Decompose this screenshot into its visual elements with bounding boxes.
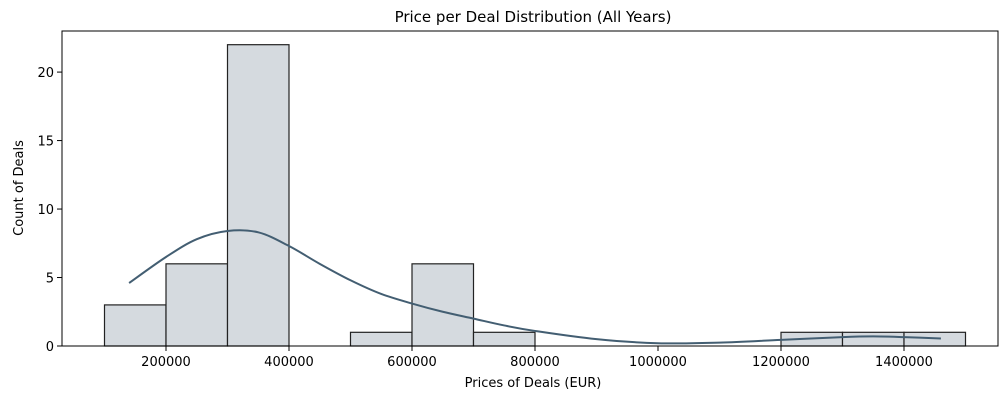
x-tick-label-5: 1200000 bbox=[752, 355, 810, 370]
x-tick-label-6: 1400000 bbox=[875, 355, 933, 370]
kde-layer bbox=[128, 229, 941, 345]
kde-curve bbox=[128, 229, 941, 345]
histogram-bar-2 bbox=[226, 44, 290, 347]
chart-title: Price per Deal Distribution (All Years) bbox=[395, 8, 672, 26]
y-tick-label-1: 5 bbox=[46, 272, 54, 287]
histogram-bar-1 bbox=[165, 263, 229, 347]
axes-layer bbox=[61, 30, 999, 347]
y-tick-label-0: 0 bbox=[46, 340, 54, 355]
histogram-bar-7 bbox=[841, 331, 905, 347]
y-tick-label-3: 15 bbox=[37, 135, 54, 150]
x-axis-label: Prices of Deals (EUR) bbox=[465, 376, 602, 391]
y-axis-label: Count of Deals bbox=[12, 140, 27, 236]
bars-layer bbox=[103, 44, 967, 347]
y-tick-label-2: 10 bbox=[37, 203, 54, 218]
x-tick-label-3: 800000 bbox=[510, 355, 560, 370]
x-tick-label-0: 200000 bbox=[141, 355, 191, 370]
ticks-layer: 200000 400000 600000 800000 1000000 1200000 14… bbox=[37, 66, 933, 370]
x-tick-label-2: 600000 bbox=[387, 355, 437, 370]
plot-frame bbox=[61, 30, 999, 347]
y-tick-label-4: 20 bbox=[37, 66, 54, 81]
x-tick-label-1: 400000 bbox=[264, 355, 314, 370]
histogram-bar-3 bbox=[349, 331, 413, 347]
histogram-bar-4 bbox=[411, 263, 475, 347]
histogram-bar-0 bbox=[103, 304, 167, 347]
histogram-bar-5 bbox=[472, 331, 536, 347]
x-tick-label-4: 1000000 bbox=[629, 355, 687, 370]
